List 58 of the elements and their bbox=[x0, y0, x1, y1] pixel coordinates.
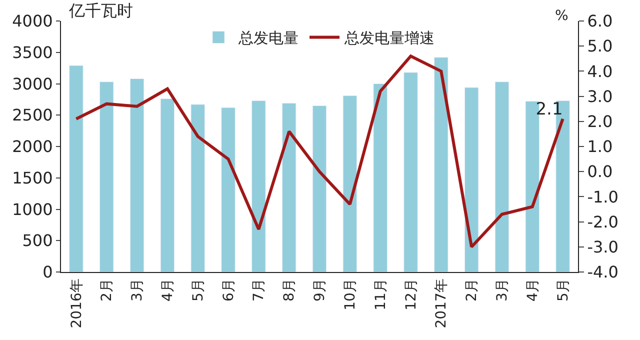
x-tick-label: 5月 bbox=[190, 278, 206, 302]
y-tick-label: 2500 bbox=[12, 106, 53, 125]
bar bbox=[252, 100, 266, 272]
bar bbox=[282, 102, 296, 272]
y-tick-label: 0 bbox=[42, 262, 53, 282]
y-tick-label: 3000 bbox=[12, 74, 53, 94]
y2-tick-label: -1.0 bbox=[587, 187, 618, 206]
bar bbox=[404, 72, 418, 272]
y-tick-label: 2000 bbox=[12, 137, 53, 156]
bar bbox=[494, 82, 510, 272]
x-tick-label: 4月 bbox=[160, 278, 176, 302]
x-tick-label: 3月 bbox=[130, 278, 146, 302]
bar bbox=[190, 104, 205, 272]
y2-tick-label: 5.0 bbox=[587, 36, 613, 56]
y-tick-label: 1000 bbox=[12, 200, 53, 219]
x-tick-label: 8月 bbox=[282, 278, 298, 302]
x-tick-label: 2月 bbox=[99, 278, 116, 302]
y-tick-label: 500 bbox=[22, 231, 53, 250]
legend-label: 总发电量 bbox=[238, 29, 298, 48]
x-tick-label: 4月 bbox=[524, 278, 541, 302]
bar bbox=[160, 98, 175, 272]
bar bbox=[373, 84, 388, 272]
y2-tick-label: -2.0 bbox=[587, 212, 618, 232]
bar bbox=[342, 95, 357, 272]
bar bbox=[100, 82, 114, 272]
y2-tick-label: 1.0 bbox=[587, 137, 613, 156]
x-tick-label: 2016年 bbox=[68, 278, 85, 328]
x-tick-label: 10月 bbox=[342, 278, 358, 310]
x-tick-label: 5月 bbox=[555, 278, 572, 302]
x-tick-label: 3月 bbox=[494, 278, 511, 302]
x-tick-label: 2月 bbox=[464, 278, 480, 302]
bar bbox=[434, 57, 448, 272]
y-tick-label: 3500 bbox=[12, 42, 53, 62]
data-label: 2.1 bbox=[536, 100, 563, 120]
bar bbox=[464, 87, 479, 272]
y-tick-label: 1500 bbox=[12, 168, 53, 188]
x-tick-label: 11月 bbox=[372, 278, 389, 310]
y2-tick-label: 0.0 bbox=[587, 162, 613, 182]
bar bbox=[312, 105, 327, 272]
y2-tick-label: 3.0 bbox=[587, 86, 613, 106]
y2-axis-title: % bbox=[555, 8, 568, 24]
x-tick-label: 12月 bbox=[403, 278, 420, 310]
y2-tick-label: -3.0 bbox=[587, 238, 618, 256]
x-tick-label: 9月 bbox=[312, 278, 328, 302]
bar bbox=[69, 65, 84, 272]
line-series bbox=[74, 54, 564, 248]
x-tick-label: 7月 bbox=[251, 278, 268, 302]
y2-tick-label: 2.0 bbox=[587, 112, 613, 131]
bar bbox=[221, 107, 236, 272]
y2-tick-label: -4.0 bbox=[587, 262, 618, 282]
x-tick-label: 6月 bbox=[220, 278, 237, 302]
legend-label: 总发电量增速 bbox=[344, 29, 434, 48]
y-axis-title: 亿千瓦时 bbox=[68, 1, 133, 20]
x-tick-label: 2017年 bbox=[434, 278, 450, 328]
bar bbox=[130, 78, 144, 272]
y2-tick-label: 6.0 bbox=[587, 12, 613, 31]
y-tick-label: 4000 bbox=[12, 12, 53, 31]
y2-tick-label: 4.0 bbox=[587, 62, 613, 81]
